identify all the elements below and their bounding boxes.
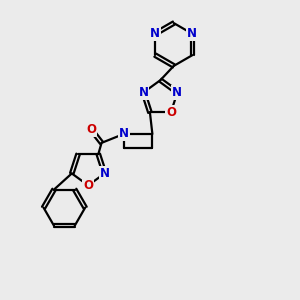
Text: N: N bbox=[150, 27, 160, 40]
Text: O: O bbox=[86, 123, 96, 136]
Text: N: N bbox=[187, 27, 197, 40]
Text: N: N bbox=[172, 86, 182, 99]
Text: O: O bbox=[166, 106, 176, 119]
Text: N: N bbox=[100, 167, 110, 180]
Text: N: N bbox=[119, 128, 129, 140]
Text: O: O bbox=[83, 179, 93, 192]
Text: N: N bbox=[138, 86, 148, 99]
